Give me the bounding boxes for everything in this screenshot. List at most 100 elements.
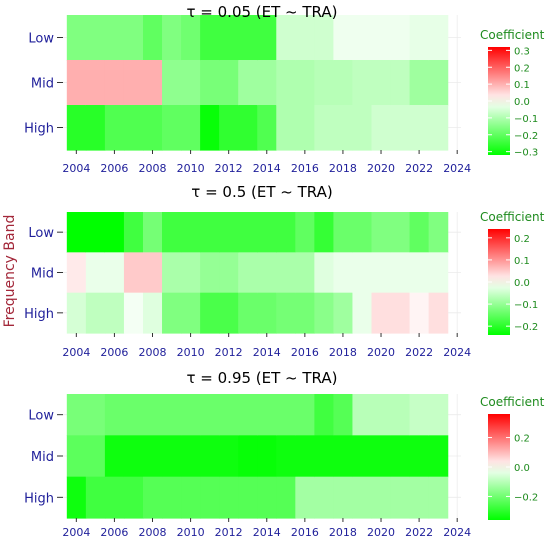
heatmap-cell (219, 476, 239, 519)
heatmap-cell (219, 60, 239, 106)
heatmap-cell (104, 292, 125, 334)
band-label: Mid (31, 267, 54, 282)
heatmap-cell (352, 435, 373, 478)
heatmap-cell (162, 292, 182, 334)
heatmap-cell (314, 435, 335, 478)
heatmap-cell (238, 15, 258, 61)
heatmap-cell (66, 212, 87, 253)
heatmap-cell (142, 292, 163, 334)
heatmap-cell (314, 212, 335, 253)
heatmap-cell (295, 476, 315, 519)
heatmap-cell (276, 435, 296, 478)
x-tick-label: 2010 (177, 346, 205, 359)
heatmap-cell (409, 212, 430, 253)
x-tick-label: 2022 (405, 346, 433, 359)
heatmap-cell (142, 105, 163, 151)
heatmap-cell (104, 252, 125, 294)
heatmap-cell (295, 105, 315, 151)
heatmap-cell (276, 212, 296, 253)
heatmap-cell (66, 105, 87, 151)
band-label: Mid (31, 77, 54, 92)
heatmap-cell (314, 15, 335, 61)
legend-tick-label: 0.0 (514, 278, 530, 289)
legend-tick-label: −0.2 (514, 322, 538, 333)
heatmap-cell (352, 105, 373, 151)
x-tick-label: 2008 (139, 526, 167, 539)
heatmap-cell (142, 394, 163, 436)
heatmap-cell (428, 292, 449, 334)
heatmap-cell (409, 60, 430, 106)
legend-tick-label: 0.1 (514, 256, 530, 267)
heatmap-cell (123, 435, 144, 478)
heatmap-cell (371, 252, 392, 294)
legend-colorbar (488, 229, 510, 335)
heatmap-cell (295, 252, 315, 294)
heatmap-cell (123, 292, 144, 334)
heatmap-cell (314, 476, 335, 519)
heatmap-cell (333, 15, 354, 61)
legend-tick-label: −0.1 (514, 114, 538, 125)
heatmap-cell (85, 476, 106, 519)
heatmap-cell (390, 212, 411, 253)
heatmap-cell (428, 212, 449, 253)
heatmap-cell (314, 252, 335, 294)
heatmap-cell (219, 15, 239, 61)
heatmap-cell (257, 476, 277, 519)
heatmap-cell (333, 292, 354, 334)
legend-tick-label: −0.3 (514, 148, 538, 159)
heatmap-cell (85, 60, 106, 106)
heatmap-cell (409, 15, 430, 61)
x-tick-label: 2014 (253, 526, 281, 539)
heatmap-cell (276, 252, 296, 294)
heatmap-cell (123, 212, 144, 253)
heatmap-cell (333, 60, 354, 106)
x-tick-label: 2016 (291, 162, 319, 175)
x-tick-label: 2014 (253, 346, 281, 359)
heatmap-cell (314, 60, 335, 106)
heatmap-cell (85, 252, 106, 294)
heatmap-cell (66, 435, 87, 478)
heatmap-cell (200, 60, 220, 106)
heatmap-cell (409, 252, 430, 294)
heatmap-cell (200, 292, 220, 334)
heatmap-cell (314, 394, 335, 436)
x-tick-label: 2020 (367, 162, 395, 175)
heatmap-cell (200, 394, 220, 436)
heatmap-cell (257, 394, 277, 436)
heatmap-cell (276, 292, 296, 334)
heatmap-cell (352, 476, 373, 519)
heatmap-cell (123, 60, 144, 106)
heatmap-cell (200, 105, 220, 151)
heatmap-cell (390, 252, 411, 294)
heatmap-cell (162, 435, 182, 478)
heatmap-cell (162, 476, 182, 519)
legend-title: Coefficient (480, 28, 545, 42)
heatmap-cell (257, 212, 277, 253)
legend-tick-label: 0.2 (514, 63, 530, 74)
x-tick-label: 2024 (443, 526, 471, 539)
heatmap-cell (238, 252, 258, 294)
heatmap-cell (219, 212, 239, 253)
x-tick-label: 2022 (405, 162, 433, 175)
heatmap-cell (200, 435, 220, 478)
heatmap-cell (142, 252, 163, 294)
band-label: High (24, 491, 54, 506)
heatmap-cell (142, 15, 163, 61)
x-tick-label: 2004 (62, 162, 90, 175)
legend-tick-label: −0.2 (514, 131, 538, 142)
heatmap-cell (276, 394, 296, 436)
heatmap-cell (257, 435, 277, 478)
heatmap-cell (257, 252, 277, 294)
heatmap-cell (428, 252, 449, 294)
heatmap-cell (409, 292, 430, 334)
x-tick-label: 2012 (215, 162, 243, 175)
heatmap-cell (352, 292, 373, 334)
heatmap-cell (219, 394, 239, 436)
legend-tick-label: 0.0 (514, 97, 530, 108)
x-tick-label: 2006 (100, 346, 128, 359)
heatmap-cell (200, 15, 220, 61)
heatmap-cell (66, 292, 87, 334)
heatmap-cell (123, 476, 144, 519)
heatmap-cell (314, 292, 335, 334)
